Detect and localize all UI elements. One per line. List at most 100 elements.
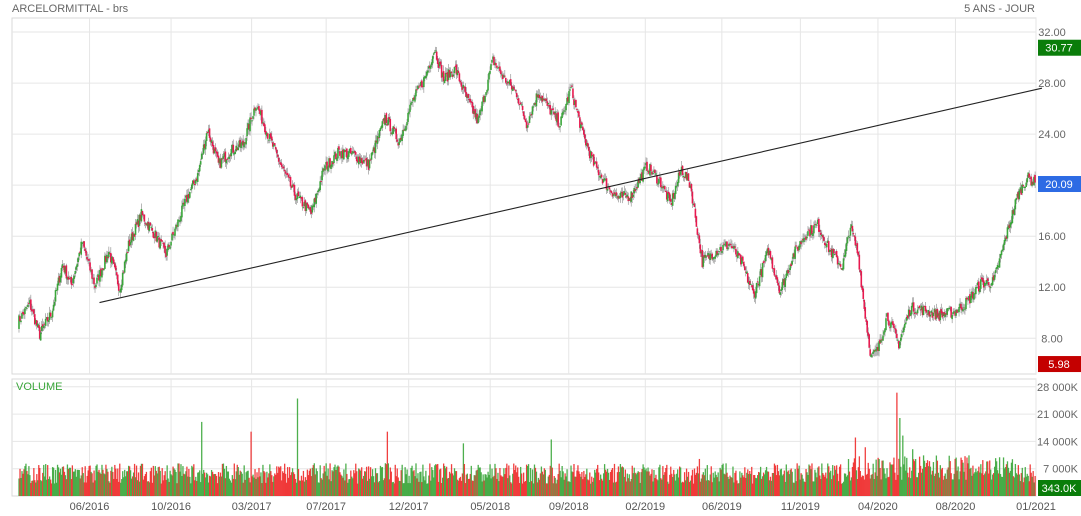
candle-body bbox=[953, 311, 955, 313]
candle-body bbox=[947, 309, 949, 311]
candle-body bbox=[623, 191, 626, 194]
volume-bar bbox=[963, 471, 965, 496]
volume-bar bbox=[743, 477, 745, 496]
volume-bar bbox=[371, 469, 374, 496]
candle-body bbox=[924, 305, 927, 312]
candle-body bbox=[634, 189, 636, 192]
candle-body bbox=[138, 214, 141, 226]
candle-body bbox=[909, 312, 912, 316]
candle-body bbox=[323, 169, 325, 171]
candle-body bbox=[176, 225, 178, 227]
candle-body bbox=[843, 254, 846, 258]
candle-body bbox=[191, 180, 194, 186]
candle-body bbox=[705, 256, 708, 258]
candle-body bbox=[662, 186, 664, 189]
volume-bar bbox=[840, 483, 843, 496]
candle-body bbox=[708, 254, 711, 259]
volume-bar bbox=[712, 472, 714, 496]
candle-body bbox=[455, 64, 458, 75]
candle-body bbox=[321, 170, 323, 181]
volume-bar bbox=[366, 480, 369, 496]
volume-bar bbox=[1005, 464, 1008, 496]
volume-bar bbox=[532, 483, 535, 496]
volume-bar bbox=[798, 465, 800, 496]
volume-bar bbox=[206, 472, 208, 496]
volume-bar bbox=[452, 475, 455, 496]
volume-bar bbox=[1013, 477, 1016, 496]
candle-body bbox=[64, 266, 67, 274]
volume-bar bbox=[904, 456, 906, 496]
candle-body bbox=[217, 155, 220, 163]
volume-bar bbox=[423, 476, 425, 496]
volume-bar bbox=[874, 472, 876, 496]
volume-bar bbox=[790, 468, 792, 496]
volume-bar bbox=[58, 472, 61, 496]
volume-bar bbox=[114, 464, 116, 496]
candle-body bbox=[973, 293, 975, 300]
candle-body bbox=[158, 237, 161, 248]
candle-body bbox=[865, 319, 868, 322]
candle-body bbox=[338, 146, 340, 150]
candle-body bbox=[221, 158, 224, 160]
candle-body bbox=[18, 315, 20, 329]
volume-bar bbox=[164, 471, 166, 496]
volume-bar bbox=[453, 468, 456, 496]
candle-body bbox=[637, 179, 639, 188]
candle-body bbox=[594, 161, 597, 163]
candle-body bbox=[205, 133, 208, 141]
candle-body bbox=[1019, 187, 1022, 192]
volume-bar bbox=[623, 476, 626, 496]
candle-body bbox=[285, 173, 288, 175]
volume-bar bbox=[751, 466, 753, 496]
candle-body bbox=[354, 152, 357, 155]
candle-body bbox=[175, 224, 177, 229]
candle-body bbox=[568, 91, 570, 104]
volume-bar bbox=[287, 477, 290, 496]
candle-body bbox=[587, 146, 590, 151]
period-selector[interactable]: 5 ANS - JOUR bbox=[964, 3, 1035, 15]
candle-body bbox=[830, 248, 833, 258]
candle-body bbox=[654, 169, 656, 174]
volume-bar bbox=[125, 476, 127, 496]
volume-bar bbox=[807, 474, 809, 496]
volume-bar bbox=[896, 392, 898, 496]
volume-bar bbox=[663, 474, 665, 496]
volume-bar bbox=[601, 480, 604, 496]
volume-bar bbox=[838, 466, 841, 496]
volume-bar bbox=[950, 473, 952, 496]
volume-bar bbox=[177, 463, 179, 496]
volume-bar bbox=[165, 479, 167, 496]
candle-body bbox=[847, 235, 850, 237]
candle-body bbox=[448, 70, 451, 78]
candle-body bbox=[613, 192, 616, 195]
volume-bar bbox=[594, 469, 596, 496]
candle-body bbox=[381, 121, 384, 128]
volume-bar bbox=[804, 482, 806, 496]
candle-body bbox=[523, 115, 526, 120]
volume-bar bbox=[324, 471, 326, 496]
candle-body bbox=[557, 112, 559, 127]
candle-body bbox=[108, 251, 110, 258]
volume-bar bbox=[363, 475, 365, 496]
candle-body bbox=[960, 303, 962, 309]
volume-bar bbox=[888, 476, 890, 496]
candle-body bbox=[636, 187, 638, 189]
candle-body bbox=[667, 191, 670, 195]
candle-body bbox=[864, 307, 867, 319]
candle-body bbox=[276, 154, 279, 157]
volume-bar bbox=[42, 472, 44, 496]
candle-body bbox=[396, 139, 398, 142]
volume-bar bbox=[88, 465, 90, 496]
candle-body bbox=[151, 228, 154, 231]
candle-body bbox=[902, 327, 905, 333]
candle-body bbox=[342, 149, 344, 159]
volume-bar bbox=[205, 477, 207, 496]
time-tick-label: 06/2016 bbox=[70, 501, 110, 513]
candle-body bbox=[397, 143, 399, 146]
volume-bar bbox=[959, 471, 961, 496]
volume-bar bbox=[935, 455, 938, 496]
volume-bar bbox=[150, 467, 153, 496]
volume-bar bbox=[744, 467, 746, 496]
candle-body bbox=[583, 130, 585, 135]
candle-body bbox=[638, 178, 640, 183]
